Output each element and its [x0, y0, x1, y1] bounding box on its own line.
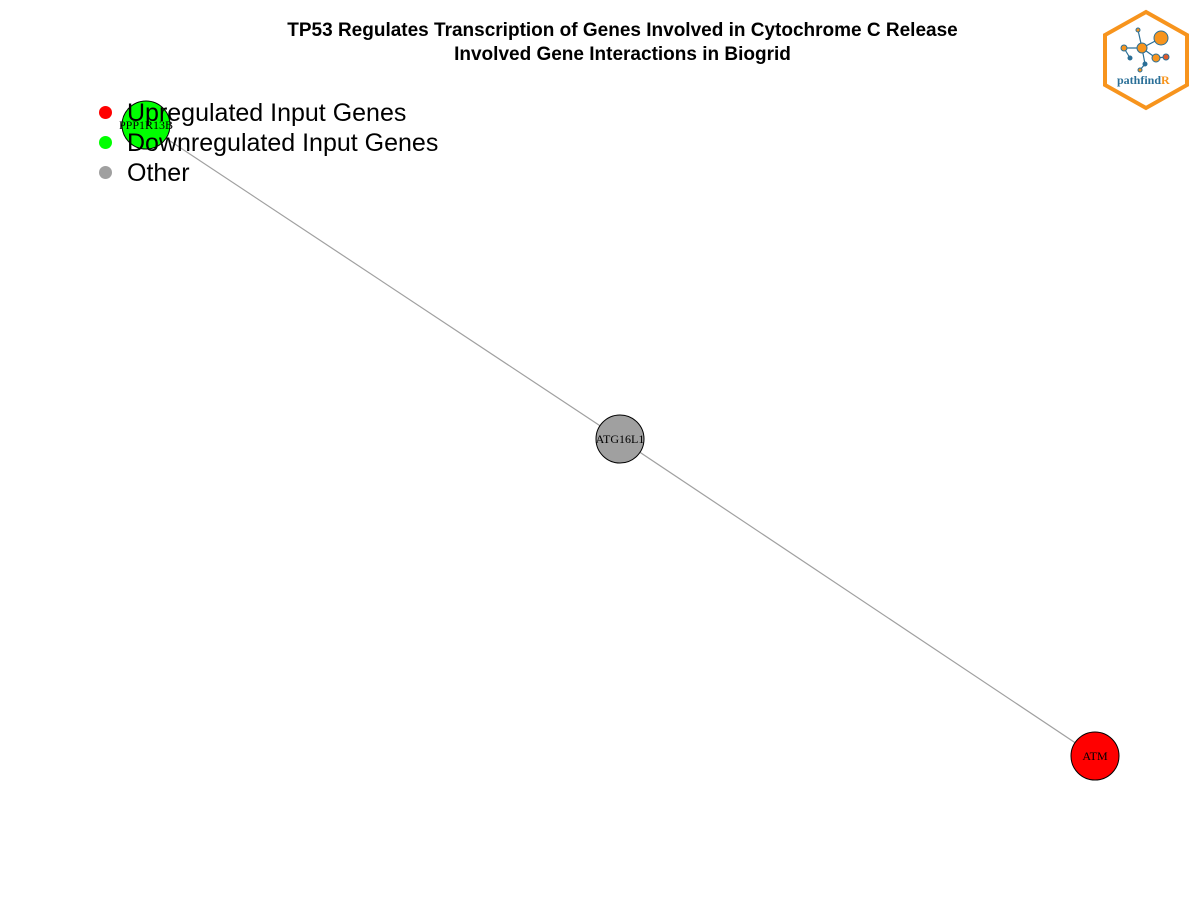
node-label: ATM [1082, 749, 1108, 763]
legend-label: Other [127, 159, 190, 187]
node-circle [595, 414, 645, 464]
node-layer: PPP1R13B ATG16L1 ATM [119, 100, 1120, 781]
legend-label: Upregulated Input Genes [127, 99, 407, 127]
chart-subtitle: Involved Gene Interactions in Biogrid [454, 44, 791, 65]
network-nodes-icon [1120, 27, 1170, 73]
edge-ppp1r13b-atg16l1 [145, 124, 621, 440]
edge-atg16l1-atm [619, 438, 1096, 757]
logo-text: pathfindR [1117, 73, 1170, 87]
legend-dot-icon [99, 136, 112, 149]
node-circle [1070, 731, 1120, 781]
node-circle [121, 100, 171, 150]
legend-label: Downregulated Input Genes [127, 129, 439, 157]
legend-dot-icon [99, 166, 112, 179]
legend-dot-icon [99, 106, 112, 119]
pathfindr-logo: pathfindR [1103, 9, 1189, 111]
chart-title: TP53 Regulates Transcription of Genes In… [287, 20, 958, 41]
node-atm: ATM [1070, 731, 1120, 781]
node-label: PPP1R13B [119, 118, 173, 132]
node-atg16l1: ATG16L1 [595, 414, 645, 464]
node-label: ATG16L1 [596, 432, 645, 446]
node-ppp1r13b: PPP1R13B [119, 100, 173, 150]
logo-hexagon [1103, 9, 1189, 111]
edge-layer [145, 124, 1096, 757]
